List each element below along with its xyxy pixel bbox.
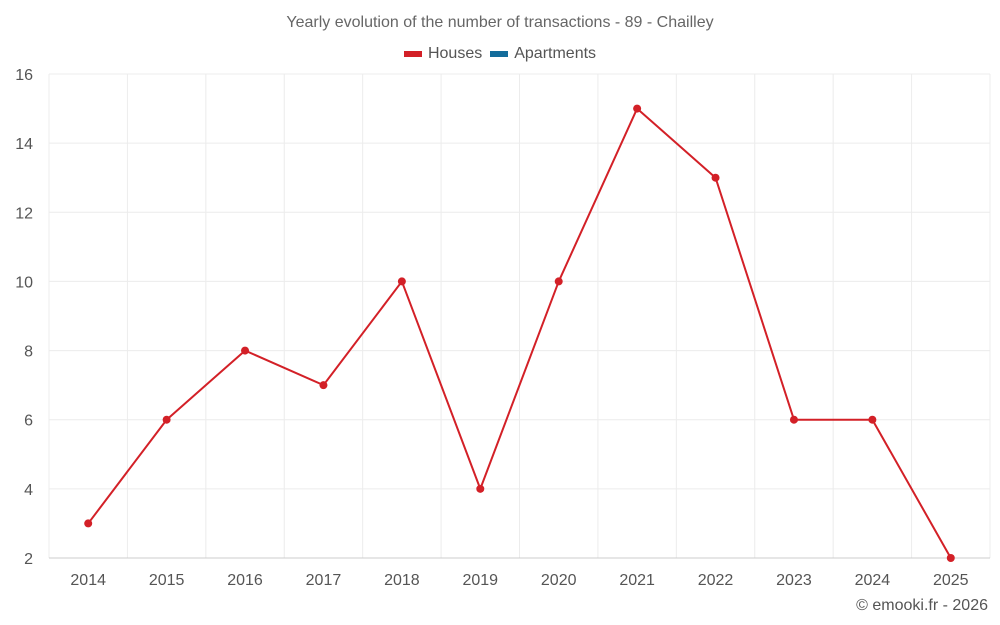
footer-credit: © emooki.fr - 2026: [856, 597, 988, 614]
y-tick-label: 10: [15, 274, 33, 291]
y-tick-label: 12: [15, 205, 33, 222]
data-point-houses: [241, 346, 250, 355]
x-tick-label: 2016: [227, 572, 263, 589]
legend-label-houses: Houses: [427, 45, 483, 62]
y-tick-label: 6: [24, 413, 33, 430]
x-tick-label: 2024: [855, 572, 891, 589]
chart-title: Yearly evolution of the number of transa…: [286, 14, 714, 31]
x-tick-label: 2020: [541, 572, 577, 589]
data-point-houses: [84, 519, 93, 528]
x-tick-label: 2015: [149, 572, 185, 589]
x-tick-label: 2014: [70, 572, 106, 589]
x-tick-label: 2018: [384, 572, 420, 589]
legend-label-apartments: Apartments: [514, 45, 597, 62]
data-point-houses: [162, 415, 171, 424]
y-tick-label: 2: [24, 551, 33, 568]
data-point-houses: [476, 484, 485, 493]
data-point-houses: [868, 415, 877, 424]
data-point-houses: [319, 381, 328, 390]
legend-swatch-houses: [403, 51, 422, 57]
data-point-houses: [554, 277, 563, 286]
y-tick-label: 4: [24, 482, 33, 499]
legend-item-apartments[interactable]: Apartments: [490, 45, 596, 63]
x-tick-label: 2017: [306, 572, 342, 589]
y-tick-label: 14: [15, 136, 33, 153]
x-tick-label: 2022: [698, 572, 734, 589]
data-point-houses: [397, 277, 406, 286]
data-point-houses: [946, 554, 955, 562]
x-tick-label: 2021: [619, 572, 655, 589]
series-line-houses: [87, 107, 952, 559]
y-tick-label: 16: [15, 67, 33, 84]
legend-item-houses[interactable]: Houses: [403, 45, 483, 63]
x-tick-label: 2025: [933, 572, 969, 589]
legend: Houses Apartments: [0, 45, 1000, 63]
data-point-houses: [711, 173, 720, 182]
data-point-houses: [633, 104, 642, 113]
legend-swatch-apartments: [490, 51, 509, 57]
y-tick-label: 8: [24, 344, 33, 361]
data-point-houses: [789, 415, 798, 424]
x-tick-label: 2019: [462, 572, 498, 589]
x-tick-label: 2023: [776, 572, 812, 589]
